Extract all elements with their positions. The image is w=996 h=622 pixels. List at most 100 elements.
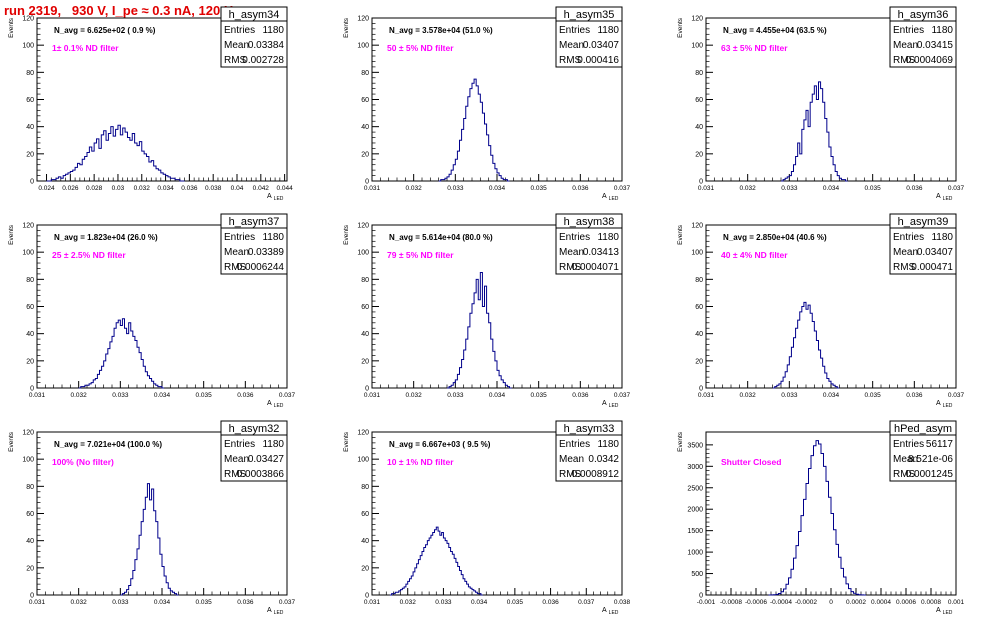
- y-tick-label: 0: [699, 593, 703, 600]
- x-tick-label: 0.031: [364, 392, 381, 399]
- x-tick-label: 0.001: [948, 599, 965, 606]
- x-axis-label: A LED: [267, 607, 284, 616]
- stats-label: Mean: [893, 247, 918, 258]
- stats-label: Mean: [893, 40, 918, 51]
- x-tick-label: 0.032: [740, 392, 757, 399]
- x-tick-label: 0.036: [572, 185, 589, 192]
- y-tick-label: 1500: [687, 528, 703, 535]
- y-axis-label: Events: [343, 431, 350, 452]
- stats-title: h_asym32: [229, 423, 280, 435]
- y-tick-label: 60: [695, 97, 703, 104]
- filter-label: 79 ± 5% ND filter: [387, 250, 454, 260]
- stats-label: Mean: [559, 40, 584, 51]
- stats-label: RMS: [224, 262, 247, 273]
- stats-label: RMS: [224, 55, 247, 66]
- navg-label: N_avg = 5.614e+04 (80.0 %): [389, 233, 493, 242]
- x-tick-label: 0.036: [542, 599, 559, 606]
- x-tick-label: 0.031: [364, 599, 381, 606]
- y-tick-label: 40: [361, 124, 369, 131]
- stats-value: 0.03389: [248, 247, 285, 258]
- x-tick-label: 0.034: [489, 185, 506, 192]
- stats-title: h_asym33: [564, 423, 615, 435]
- stats-title: h_asym39: [898, 216, 949, 228]
- x-tick-label: 0.032: [134, 185, 151, 192]
- y-tick-label: 20: [695, 358, 703, 365]
- stats-value: 0.03427: [248, 454, 285, 465]
- x-axis-label: A LED: [936, 193, 953, 202]
- filter-label: 25 ± 2.5% ND filter: [52, 250, 126, 260]
- y-tick-label: 40: [361, 331, 369, 338]
- x-tick-label: 0.037: [578, 599, 595, 606]
- x-tick-label: 0.033: [435, 599, 452, 606]
- x-axis-label-subscript: LED: [274, 403, 284, 409]
- x-tick-label: 0.034: [489, 392, 506, 399]
- histogram-line: [438, 78, 510, 182]
- stats-label: Mean: [224, 454, 249, 465]
- stats-value: 0.0008912: [572, 469, 620, 480]
- x-tick-label: 0.044: [276, 185, 293, 192]
- stats-value: 1180: [931, 25, 953, 36]
- stats-value: 0.0001245: [906, 469, 954, 480]
- stats-label: RMS: [893, 262, 916, 273]
- stats-value: 1180: [597, 25, 619, 36]
- x-tick-label: 0.03: [112, 185, 125, 192]
- navg-label: N_avg = 6.667e+03 ( 9.5 %): [389, 440, 491, 449]
- stats-label: Entries: [224, 232, 255, 243]
- y-tick-label: 0: [699, 386, 703, 393]
- histogram-panel-hPed_asym: 0 500 1000 1500 2000 2500 3000 3500 -0.001 -0.000…: [677, 420, 965, 616]
- x-tick-label: 0.033: [781, 392, 798, 399]
- stats-value: 1180: [597, 439, 619, 450]
- stats-value: 56117: [926, 439, 954, 450]
- x-tick-label: 0.036: [181, 185, 198, 192]
- y-tick-label: 80: [361, 484, 369, 491]
- x-tick-label: 0.033: [447, 392, 464, 399]
- x-tick-label: 0.036: [237, 392, 254, 399]
- y-tick-label: 0: [699, 179, 703, 186]
- y-tick-label: 20: [361, 358, 369, 365]
- y-tick-label: 60: [26, 304, 34, 311]
- x-axis-label: A LED: [602, 400, 619, 409]
- x-tick-label: 0.034: [471, 599, 488, 606]
- x-tick-label: 0.037: [948, 185, 965, 192]
- y-tick-label: 40: [26, 124, 34, 131]
- stats-label: RMS: [893, 469, 916, 480]
- stats-value: 0.000471: [911, 262, 953, 273]
- stats-value: 0.03415: [917, 40, 954, 51]
- stats-value: 0.0004071: [572, 262, 620, 273]
- y-tick-label: 80: [695, 277, 703, 284]
- x-tick-label: 0.035: [196, 599, 213, 606]
- stats-value: 1180: [262, 232, 284, 243]
- x-tick-label: 0.028: [86, 185, 103, 192]
- y-tick-label: 100: [22, 250, 34, 257]
- x-tick-label: 0.037: [279, 599, 296, 606]
- y-tick-label: 80: [695, 70, 703, 77]
- x-tick-label: 0.032: [406, 185, 423, 192]
- histogram-panel-h_asym35: 0 20 40 60 80 100 120 0.031 0.032 0.033 0.034 0.035…: [343, 6, 631, 202]
- y-tick-label: 40: [695, 331, 703, 338]
- x-tick-label: 0.033: [112, 599, 129, 606]
- histogram-line: [120, 483, 179, 596]
- stats-value: 0.03407: [583, 40, 620, 51]
- x-tick-label: 0.034: [157, 185, 174, 192]
- x-tick-label: 0.035: [507, 599, 524, 606]
- y-tick-label: 2500: [687, 485, 703, 492]
- histogram-panel-h_asym38: 0 20 40 60 80 100 120 0.031 0.032 0.033 0.034 0.035…: [343, 213, 631, 409]
- histogram-line: [768, 440, 866, 596]
- navg-label: N_avg = 4.455e+04 (63.5 %): [723, 26, 827, 35]
- histogram-line: [46, 124, 185, 182]
- x-tick-label: 0.031: [29, 599, 46, 606]
- x-tick-label: 0.042: [253, 185, 270, 192]
- y-tick-label: 120: [357, 430, 369, 437]
- y-tick-label: 100: [22, 43, 34, 50]
- y-tick-label: 60: [26, 511, 34, 518]
- y-tick-label: 120: [357, 223, 369, 230]
- y-tick-label: 40: [26, 331, 34, 338]
- x-axis-label: A LED: [936, 400, 953, 409]
- x-tick-label: 0.037: [614, 392, 631, 399]
- x-tick-label: 0.036: [906, 185, 923, 192]
- y-tick-label: 120: [691, 16, 703, 23]
- histogram-panel-h_asym36: 0 20 40 60 80 100 120 0.031 0.032 0.033 0.034 0.035…: [677, 6, 965, 202]
- x-tick-label: 0.0002: [846, 599, 866, 606]
- stats-value: 0.0003866: [237, 469, 285, 480]
- x-axis-label-subscript: LED: [609, 403, 619, 409]
